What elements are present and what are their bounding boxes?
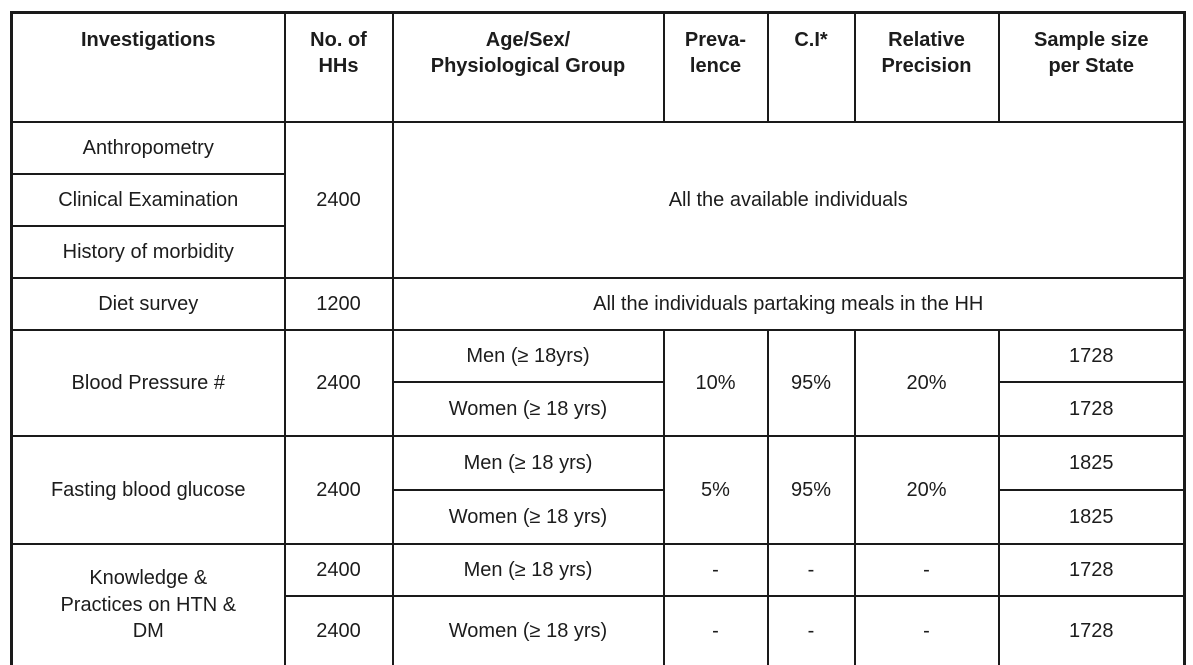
cell-prevalence-bp: 10% bbox=[662, 329, 769, 437]
cell-ci-fbg: 95% bbox=[766, 435, 856, 545]
cell-sample-bp-women: 1728 bbox=[997, 381, 1186, 437]
cell-rp-kp-men: - bbox=[853, 543, 1000, 597]
cell-sample-kp-men: 1728 bbox=[997, 543, 1186, 597]
cell-prevalence-kp-women: - bbox=[662, 595, 769, 665]
cell-investigation-history: History of morbidity bbox=[10, 225, 286, 279]
header-sample-size: Sample size per State bbox=[997, 11, 1186, 123]
header-relative-precision: Relative Precision bbox=[853, 11, 1000, 123]
row-bp-women: Women (≥ 18 yrs) 1728 bbox=[12, 381, 1186, 437]
cell-prevalence-fbg: 5% bbox=[662, 435, 769, 545]
cell-sample-kp-women: 1728 bbox=[997, 595, 1186, 665]
cell-rp-kp-women: - bbox=[853, 595, 1000, 665]
cell-group-fbg-men: Men (≥ 18 yrs) bbox=[391, 435, 665, 491]
row-anthropometry: Anthropometry 2400 All the available ind… bbox=[10, 121, 1186, 279]
header-ci: C.I* bbox=[766, 11, 856, 123]
header-investigations: Investigations bbox=[10, 11, 286, 123]
cell-group-fbg-women: Women (≥ 18 yrs) bbox=[391, 489, 665, 545]
row-fbg-women: Women (≥ 18 yrs) 1825 bbox=[12, 489, 1186, 545]
cell-rp-fbg: 20% bbox=[853, 435, 1000, 545]
cell-hhs-diet: 1200 bbox=[283, 277, 394, 331]
cell-note-partaking-meals: All the individuals partaking meals in t… bbox=[391, 277, 1186, 331]
survey-sampling-table: Investigations No. of HHs Age/Sex/ Physi… bbox=[10, 11, 1186, 665]
cell-investigation-anthropometry: Anthropometry bbox=[10, 121, 286, 175]
cell-hhs-bp: 2400 bbox=[283, 329, 394, 437]
cell-investigation-fbg: Fasting blood glucose bbox=[10, 435, 286, 545]
header-no-of-hhs: No. of HHs bbox=[283, 11, 394, 123]
cell-hhs-anthro-group: 2400 bbox=[283, 121, 394, 279]
cell-ci-bp: 95% bbox=[766, 329, 856, 437]
cell-hhs-fbg: 2400 bbox=[283, 435, 394, 545]
row-kp-women: 2400 Women (≥ 18 yrs) - - - 1728 bbox=[12, 595, 1186, 665]
cell-group-bp-men: Men (≥ 18yrs) bbox=[391, 329, 665, 383]
cell-ci-kp-men: - bbox=[766, 543, 856, 597]
row-fbg-men: Fasting blood glucose 2400 Men (≥ 18 yrs… bbox=[10, 435, 1186, 545]
cell-sample-fbg-women: 1825 bbox=[997, 489, 1186, 545]
cell-group-kp-men: Men (≥ 18 yrs) bbox=[391, 543, 665, 597]
row-clinical-examination: Clinical Examination bbox=[10, 173, 1185, 227]
header-prevalence: Preva- lence bbox=[662, 11, 769, 123]
cell-group-kp-women: Women (≥ 18 yrs) bbox=[391, 595, 665, 665]
cell-investigation-diet: Diet survey bbox=[10, 277, 286, 331]
row-bp-men: Blood Pressure # 2400 Men (≥ 18yrs) 10% … bbox=[10, 329, 1186, 437]
cell-investigation-kp: Knowledge & Practices on HTN & DM bbox=[10, 543, 286, 665]
cell-ci-kp-women: - bbox=[766, 595, 856, 665]
row-diet-survey: Diet survey 1200 All the individuals par… bbox=[10, 277, 1186, 331]
cell-hhs-kp-women: 2400 bbox=[283, 595, 394, 665]
cell-rp-bp: 20% bbox=[853, 329, 1000, 437]
header-age-sex-group: Age/Sex/ Physiological Group bbox=[391, 11, 665, 123]
cell-investigation-bp: Blood Pressure # bbox=[10, 329, 286, 437]
cell-group-bp-women: Women (≥ 18 yrs) bbox=[391, 381, 665, 437]
cell-sample-fbg-men: 1825 bbox=[997, 435, 1186, 491]
row-kp-men: Knowledge & Practices on HTN & DM 2400 M… bbox=[10, 543, 1186, 665]
table-header-row: Investigations No. of HHs Age/Sex/ Physi… bbox=[10, 11, 1186, 123]
cell-note-all-available: All the available individuals bbox=[391, 121, 1186, 279]
row-history-morbidity: History of morbidity bbox=[10, 225, 1185, 279]
cell-sample-bp-men: 1728 bbox=[997, 329, 1186, 383]
cell-investigation-clinical: Clinical Examination bbox=[10, 173, 286, 227]
cell-hhs-kp-men: 2400 bbox=[283, 543, 394, 597]
cell-prevalence-kp-men: - bbox=[662, 543, 769, 597]
